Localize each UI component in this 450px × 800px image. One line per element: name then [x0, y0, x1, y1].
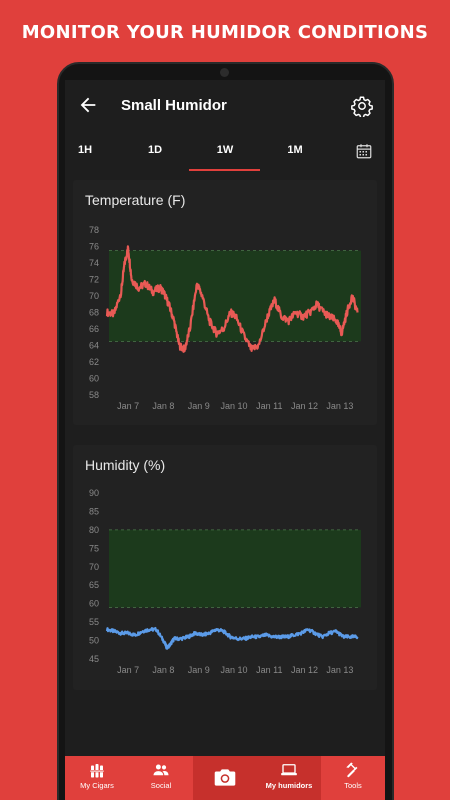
- x-tick-label: Jan 12: [291, 665, 318, 675]
- y-tick-label: 66: [89, 324, 99, 334]
- bottom-navigation: My Cigars Social My humidors: [65, 756, 385, 800]
- camera-icon: [214, 769, 236, 786]
- nav-label: My humidors: [265, 781, 313, 790]
- nav-camera[interactable]: [193, 756, 257, 800]
- nav-label: My Cigars: [80, 781, 114, 790]
- series-line: [105, 245, 359, 353]
- y-tick-label: 70: [89, 562, 99, 572]
- x-tick-label: Jan 9: [188, 665, 210, 675]
- y-tick-label: 45: [89, 654, 99, 664]
- tab-1d[interactable]: 1D: [147, 144, 163, 156]
- y-tick-label: 75: [89, 543, 99, 553]
- y-tick-label: 90: [89, 488, 99, 498]
- promo-headline: MONITOR YOUR HUMIDOR CONDITIONS: [21, 22, 429, 43]
- front-camera: [220, 68, 229, 77]
- x-tick-label: Jan 7: [117, 401, 139, 411]
- x-tick-label: Jan 13: [326, 401, 353, 411]
- x-tick-label: Jan 13: [326, 665, 353, 675]
- tab-1h[interactable]: 1H: [77, 144, 93, 156]
- nav-my-cigars[interactable]: My Cigars: [65, 756, 129, 800]
- y-tick-label: 80: [89, 525, 99, 535]
- y-tick-label: 55: [89, 617, 99, 627]
- nav-social[interactable]: Social: [129, 756, 193, 800]
- y-tick-label: 70: [89, 291, 99, 301]
- y-tick-label: 62: [89, 357, 99, 367]
- app-screen: Small Humidor 1H 1D 1W 1M Temperature (F…: [65, 80, 385, 800]
- y-tick-label: 76: [89, 242, 99, 252]
- y-tick-label: 50: [89, 636, 99, 646]
- x-tick-label: Jan 11: [256, 665, 282, 675]
- x-tick-label: Jan 11: [256, 401, 282, 411]
- page-title: Small Humidor: [121, 97, 227, 114]
- nav-label: Social: [150, 781, 172, 790]
- x-tick-label: Jan 10: [220, 665, 247, 675]
- x-tick-label: Jan 7: [117, 665, 139, 675]
- y-tick-label: 85: [89, 506, 99, 516]
- arrow-left-icon[interactable]: [77, 94, 99, 116]
- humidity-chart: 45 50 55 60 65 70 75 80 85 90 Jan 7 Jan 8 Jan 9 Jan 1…: [89, 488, 361, 675]
- nav-my-humidors[interactable]: My humidors: [257, 756, 321, 800]
- y-tick-label: 65: [89, 580, 99, 590]
- tab-selected-indicator: [189, 169, 260, 171]
- humidity-card: Humidity (%) 45 50 55 60 65 70 75 80 85 90 Jan 7 Ja…: [73, 445, 377, 690]
- y-tick-label: 58: [89, 390, 99, 400]
- x-tick-label: Jan 8: [152, 401, 174, 411]
- y-tick-label: 68: [89, 308, 99, 318]
- x-tick-label: Jan 12: [291, 401, 318, 411]
- target-range-band: [109, 250, 361, 342]
- x-tick-label: Jan 8: [152, 665, 174, 675]
- cigars-icon: [90, 764, 104, 778]
- temperature-chart: 58 60 62 64 66 68 70 72 74 76 78 Jan 7 Jan 8 Jan 9 Jan…: [89, 225, 361, 411]
- temperature-chart-title: Temperature (F): [85, 192, 186, 208]
- humidity-chart-title: Humidity (%): [85, 457, 166, 473]
- series-line: [105, 627, 359, 650]
- y-tick-label: 60: [89, 374, 99, 384]
- x-tick-label: Jan 10: [220, 401, 247, 411]
- app-bar: Small Humidor: [65, 80, 385, 132]
- y-tick-label: 60: [89, 599, 99, 609]
- humidor-icon: [281, 764, 297, 776]
- hammer-icon: [346, 762, 358, 778]
- calendar-icon[interactable]: [355, 142, 373, 160]
- y-tick-label: 64: [89, 341, 99, 351]
- nav-tools[interactable]: Tools: [321, 756, 385, 800]
- time-range-tabs: 1H 1D 1W 1M: [65, 132, 385, 172]
- x-tick-label: Jan 9: [188, 401, 210, 411]
- y-tick-label: 78: [89, 225, 99, 235]
- y-tick-label: 74: [89, 258, 99, 268]
- tab-1w[interactable]: 1W: [216, 144, 234, 156]
- tab-1m[interactable]: 1M: [287, 144, 303, 156]
- y-tick-label: 72: [89, 275, 99, 285]
- people-icon: [153, 764, 169, 776]
- temperature-card: Temperature (F) 58 60 62 64 66 68 70 72 74 76 78 Ja…: [73, 180, 377, 425]
- gear-icon[interactable]: [351, 95, 373, 117]
- target-range-band: [109, 529, 361, 608]
- nav-label: Tools: [344, 781, 362, 790]
